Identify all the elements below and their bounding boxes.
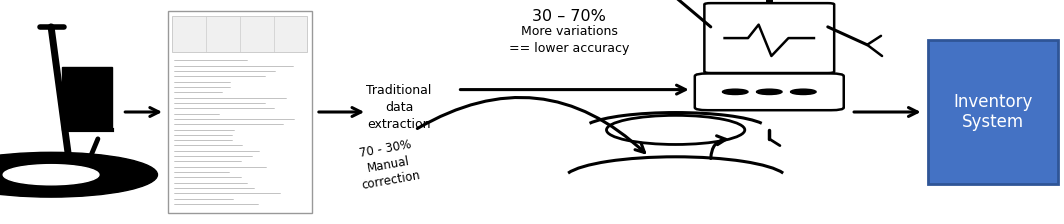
FancyBboxPatch shape [695, 73, 844, 110]
FancyBboxPatch shape [928, 40, 1058, 184]
Circle shape [0, 152, 157, 197]
Text: 30 – 70%: 30 – 70% [532, 9, 606, 24]
Text: More variations
== lower accuracy: More variations == lower accuracy [509, 25, 630, 55]
Text: Inventory
System: Inventory System [953, 93, 1032, 131]
Text: 70 - 30%
Manual
correction: 70 - 30% Manual correction [355, 137, 421, 192]
Circle shape [791, 89, 816, 95]
FancyBboxPatch shape [704, 3, 834, 73]
Circle shape [757, 89, 782, 95]
FancyBboxPatch shape [168, 11, 312, 213]
Text: Traditional
data
extraction: Traditional data extraction [366, 84, 432, 131]
Circle shape [722, 89, 748, 95]
Circle shape [3, 165, 99, 185]
Polygon shape [62, 67, 112, 130]
FancyBboxPatch shape [172, 16, 307, 52]
